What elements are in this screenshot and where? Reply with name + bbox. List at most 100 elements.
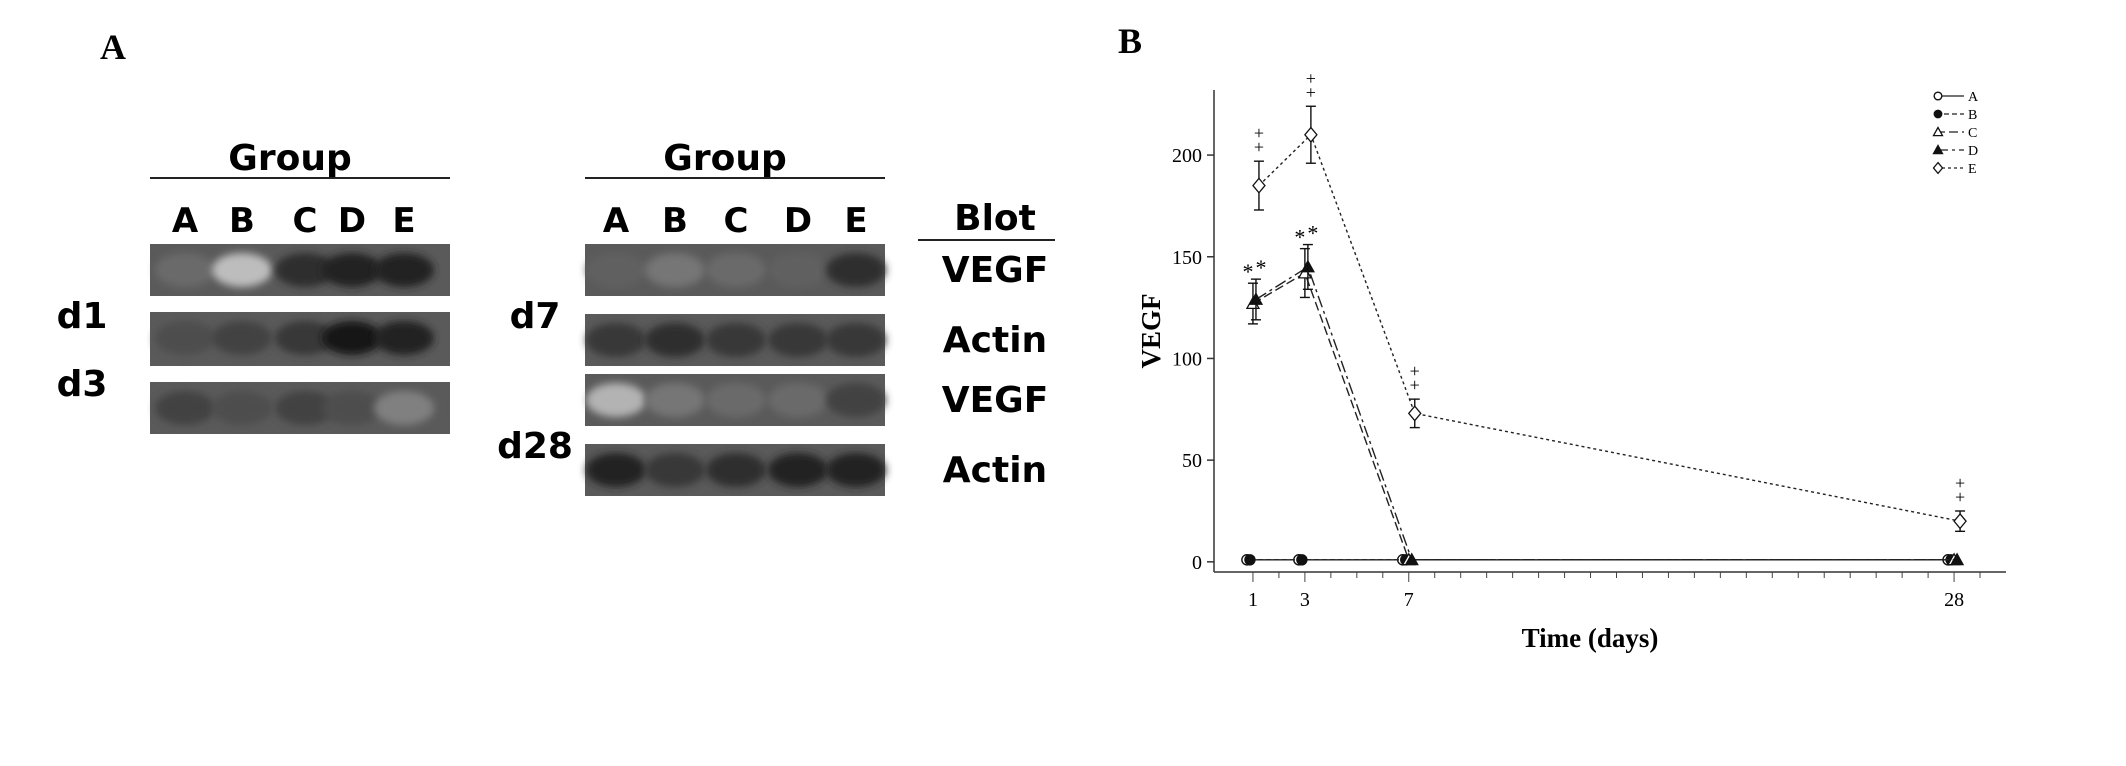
blot-band <box>322 321 382 355</box>
series-line <box>1255 265 1958 561</box>
legend-marker <box>1932 126 1944 137</box>
blot-band <box>645 383 705 417</box>
day-label: d3 <box>57 364 108 405</box>
legend-label: B <box>1968 108 1977 123</box>
lane-label: C <box>293 201 318 241</box>
blot-band <box>645 323 705 357</box>
data-point <box>1404 552 1419 566</box>
x-tick-label: 28 <box>1944 589 1964 611</box>
blot-band <box>586 453 646 487</box>
significance-mark: + <box>1410 375 1420 395</box>
panel-label-b: B <box>1118 21 1143 61</box>
series-D: ** <box>1248 221 1965 566</box>
blot-band <box>322 391 382 425</box>
legend-marker <box>1933 109 1943 119</box>
legend-marker <box>1933 91 1943 101</box>
blot-band <box>212 253 272 287</box>
series-C: ** <box>1242 225 1962 566</box>
blot-band <box>374 321 434 355</box>
blot-band <box>275 391 335 425</box>
series-E: ++++++++ <box>1252 68 1967 533</box>
x-axis-title: Time (days) <box>1522 623 1659 653</box>
x-tick-label: 3 <box>1300 589 1310 611</box>
blot-band <box>155 391 215 425</box>
significance-mark: + <box>1955 487 1965 507</box>
data-point <box>1949 552 1965 566</box>
blot-band <box>768 253 828 287</box>
data-point <box>1248 292 1264 305</box>
group-label: Group <box>228 138 351 179</box>
legend-marker <box>1932 161 1944 175</box>
blot-band <box>706 453 766 487</box>
y-tick-label: 150 <box>1172 247 1202 269</box>
blot-header: Blot <box>954 198 1036 239</box>
lane-label: A <box>603 201 630 241</box>
data-point <box>1296 554 1308 566</box>
lane-label: C <box>724 201 749 241</box>
blot-band <box>212 321 272 355</box>
x-tick-label: 1 <box>1248 589 1258 611</box>
blot-band <box>155 253 215 287</box>
blot-band <box>706 383 766 417</box>
data-point <box>1407 405 1422 422</box>
data-point <box>1304 126 1318 143</box>
blot-band <box>155 321 215 355</box>
blot-band <box>706 253 766 287</box>
legend-label: C <box>1968 126 1977 141</box>
blot-band <box>768 323 828 357</box>
lane-label: D <box>784 201 812 241</box>
significance-mark: + <box>1254 123 1264 143</box>
data-point <box>1953 512 1967 530</box>
y-tick-label: 200 <box>1172 145 1202 167</box>
blot-band <box>645 453 705 487</box>
day-label: d28 <box>497 426 573 467</box>
y-tick-label: 50 <box>1182 450 1202 472</box>
blot-band <box>586 323 646 357</box>
data-point <box>1244 554 1256 566</box>
blot-band <box>275 321 335 355</box>
band-label: VEGF <box>942 250 1049 291</box>
blot-band <box>768 453 828 487</box>
panel-label-a: A <box>100 27 126 67</box>
legend-label: D <box>1968 144 1978 159</box>
series-line <box>1252 272 1955 561</box>
legend-label: A <box>1968 90 1979 105</box>
blot-band <box>768 383 828 417</box>
legend-label: E <box>1968 162 1977 177</box>
y-axis-title: VEGF <box>1136 293 1166 368</box>
blot-band <box>322 253 382 287</box>
y-tick-label: 0 <box>1192 552 1202 574</box>
lane-label: B <box>229 201 255 241</box>
y-tick-label: 100 <box>1172 348 1202 370</box>
blot-band <box>212 391 272 425</box>
group-label: Group <box>663 138 786 179</box>
x-tick-label: 7 <box>1404 589 1414 611</box>
significance-mark: + <box>1410 361 1420 381</box>
blot-band <box>645 253 705 287</box>
data-point <box>1252 177 1266 194</box>
significance-mark: * <box>1255 255 1266 280</box>
blot-band <box>826 383 886 417</box>
series-line <box>1258 133 1961 522</box>
significance-mark: + <box>1254 137 1264 157</box>
legend-marker <box>1932 144 1944 155</box>
significance-mark: * <box>1242 259 1253 284</box>
lane-label: A <box>172 201 199 241</box>
lane-label: B <box>662 201 688 241</box>
significance-mark: * <box>1307 221 1318 246</box>
blot-band <box>275 253 335 287</box>
significance-mark: + <box>1306 82 1316 102</box>
day-label: d7 <box>510 296 561 337</box>
blot-band <box>706 323 766 357</box>
blot-band <box>586 383 646 417</box>
lane-label: E <box>844 201 867 241</box>
lane-label: D <box>338 201 366 241</box>
data-point <box>1300 259 1315 273</box>
band-label: Actin <box>943 320 1047 361</box>
blot-band <box>374 391 434 425</box>
band-label: VEGF <box>942 380 1049 421</box>
blot-band <box>586 253 646 287</box>
band-label: Actin <box>943 450 1047 491</box>
